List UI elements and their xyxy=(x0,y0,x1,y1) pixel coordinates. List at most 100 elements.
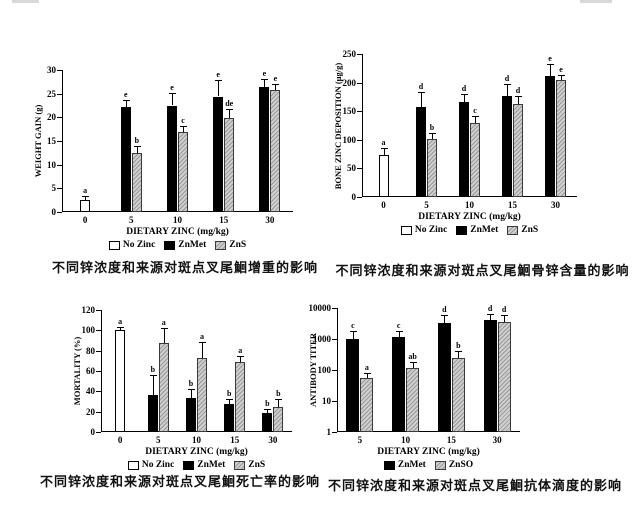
error-bar xyxy=(152,375,154,396)
error-bar xyxy=(475,116,476,124)
y-tick-label: 0 xyxy=(90,427,96,437)
y-tick-label: 50 xyxy=(347,163,356,174)
bar-zns xyxy=(273,406,284,432)
sig-letter: b xyxy=(226,389,232,399)
legend: No Zinc ZnMet ZnS xyxy=(52,240,303,250)
error-bar-cap xyxy=(82,195,90,197)
error-bar xyxy=(352,331,354,339)
y-tick-mark xyxy=(57,70,62,71)
legend-label: ZnMet xyxy=(178,240,207,250)
y-tick-label: 100 xyxy=(81,325,96,336)
error-bar-cap xyxy=(122,100,130,102)
error-bar xyxy=(120,327,122,331)
legend-label: No Zinc xyxy=(122,240,156,250)
legend-item-zns: ZnS xyxy=(215,240,246,250)
bar-zns xyxy=(470,123,480,197)
y-tick-mark xyxy=(96,432,101,433)
y-tick-mark xyxy=(332,339,337,340)
y-tick-mark xyxy=(96,391,101,393)
bar-zns xyxy=(270,90,281,212)
y-tick-label: 0 xyxy=(351,192,357,202)
bar-znmet xyxy=(147,395,158,432)
error-bar xyxy=(507,83,508,96)
legend-item-zns: ZnS xyxy=(507,225,538,235)
sig-letter: e xyxy=(559,65,563,75)
error-bar-cap xyxy=(472,116,479,118)
y-tick-label: 5 xyxy=(51,183,57,194)
bar-zns xyxy=(513,103,523,197)
error-bar-cap xyxy=(349,331,357,333)
error-bar xyxy=(183,125,184,132)
x-tick-label: 5 xyxy=(156,435,161,445)
y-tick-mark xyxy=(332,308,337,309)
sig-letter: a xyxy=(364,363,369,373)
bar-znmet xyxy=(459,102,469,197)
x-tick-label: 5 xyxy=(424,200,429,210)
caption-weight-gain: 不同锌浓度和来源对斑点叉尾鮰增重的影响 xyxy=(51,260,318,275)
legend-item-znmet: ZnMet xyxy=(456,225,498,235)
sig-letter: ab xyxy=(408,352,417,362)
sig-letter: a xyxy=(200,331,204,341)
error-bar-cap xyxy=(149,375,157,377)
error-bar xyxy=(163,328,165,343)
y-tick-label: 40 xyxy=(86,386,95,397)
bar-znmet xyxy=(416,107,426,197)
legend-swatch xyxy=(507,225,519,235)
chart-bone-zinc-deposition: BONE ZINC DEPOSITION (µg/g) 0 50 100 150 200 2… xyxy=(332,42,632,249)
error-bar-cap xyxy=(429,132,436,134)
legend-label: ZnS xyxy=(521,225,539,235)
error-bar-cap xyxy=(461,94,468,96)
error-bar xyxy=(85,195,87,201)
x-tick-label: 5 xyxy=(129,215,134,225)
bar-znmet xyxy=(392,336,406,432)
error-bar-cap xyxy=(226,109,234,111)
error-bar xyxy=(366,373,368,379)
x-tick-label: 0 xyxy=(381,200,386,210)
legend: ZnMet ZnSO xyxy=(327,460,530,470)
bar-zns xyxy=(556,80,566,197)
legend-item-no-zinc: No Zinc xyxy=(127,460,174,470)
y-tick-label: 0 xyxy=(51,207,57,217)
sig-letter: b xyxy=(134,136,140,146)
y-tick-mark xyxy=(332,370,337,371)
chart-weight-gain: WEIGHT GAIN (g) 0 5 10 15 20 25 30 a 0 e b 5 e c 10 e de 1… xyxy=(33,50,335,257)
bar-znmet xyxy=(502,95,512,197)
error-bar xyxy=(432,132,433,139)
legend-swatch xyxy=(127,460,139,470)
error-bar-cap xyxy=(261,78,269,80)
y-tick-mark xyxy=(96,371,101,372)
y-tick-label: 20 xyxy=(47,112,56,123)
y-tick-label: 30 xyxy=(47,65,56,75)
x-tick-label: 30 xyxy=(268,435,278,445)
y-tick-mark xyxy=(332,432,337,433)
bar-znmet xyxy=(262,412,273,432)
y-tick-label: 25 xyxy=(47,88,56,99)
error-bar xyxy=(464,94,465,103)
y-tick-label: 80 xyxy=(86,345,95,356)
caption-mortality: 不同锌浓度和来源对斑点叉尾鮰死亡率的影响 xyxy=(39,474,320,489)
y-tick-mark xyxy=(96,411,101,413)
y-tick-mark xyxy=(57,141,62,142)
bar-znmet xyxy=(213,96,224,212)
y-tick-label: 200 xyxy=(342,77,357,88)
error-bar-cap xyxy=(237,355,245,357)
y-tick-label: 10 xyxy=(47,159,56,170)
error-bar-cap xyxy=(180,125,187,127)
chart-mortality: MORTALITY (%) 0 20 40 60 80 100 120 a 0 b a 5 b a 10 b a 1… xyxy=(58,300,310,474)
error-bar-cap xyxy=(199,341,206,343)
error-bar xyxy=(125,100,127,108)
bar-znmet xyxy=(346,339,360,432)
bar-zns xyxy=(158,342,169,432)
error-bar xyxy=(421,91,422,108)
legend-item-znso: ZnSO xyxy=(434,460,473,470)
error-bar xyxy=(275,84,277,91)
legend: No Zinc ZnMet ZnS xyxy=(352,225,587,235)
bar-znmet xyxy=(186,398,196,432)
x-tick-label: 10 xyxy=(401,435,411,445)
error-bar-cap xyxy=(363,373,371,375)
error-bar xyxy=(278,399,280,407)
sig-letter: c xyxy=(351,321,355,331)
error-bar xyxy=(229,399,231,404)
legend-label: ZnS xyxy=(229,240,247,250)
x-axis-label: DIETARY ZINC (mg/kg) xyxy=(126,227,229,237)
